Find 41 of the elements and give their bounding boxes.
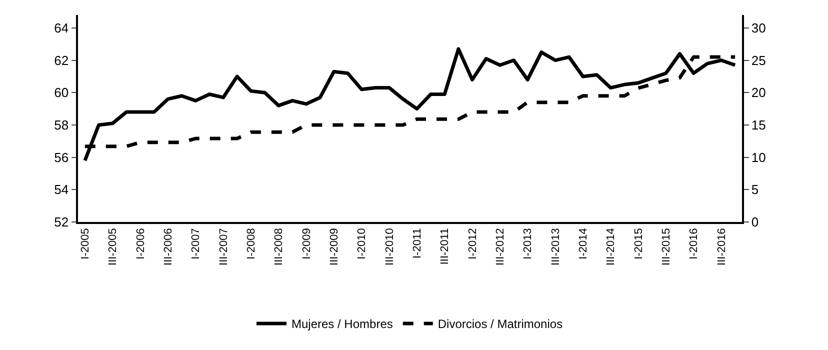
x-tick-label: III-2009	[328, 228, 340, 266]
x-tick-label: I-2015	[632, 228, 645, 260]
x-tick-label: III-2016	[716, 228, 728, 266]
x-tick-label: I-2009	[300, 228, 313, 260]
y-tick-label: 58	[54, 118, 69, 133]
x-tick-label: I-2008	[245, 228, 258, 260]
x-tick-label: I-2011	[411, 228, 424, 259]
y2-tick-label: 5	[751, 182, 759, 198]
y-tick-label: 54	[54, 182, 69, 198]
x-tick-label: I-2010	[356, 228, 368, 260]
y-tick-label: 62	[54, 52, 69, 68]
x-tick-label: III-2012	[494, 228, 506, 266]
legend-label: Mujeres / Hombres	[292, 317, 393, 332]
x-tick-label: III-2014	[605, 228, 618, 266]
y-tick-label: 52	[54, 214, 69, 230]
x-tick-label: III-2006	[162, 228, 174, 266]
y2-tick-label: 0	[751, 214, 759, 230]
y2-tick-label: 10	[751, 150, 766, 165]
y-tick-label: 60	[54, 85, 69, 100]
y2-tick-label: 25	[751, 52, 766, 68]
x-tick-label: I-2012	[466, 228, 479, 260]
y2-tick-label: 20	[751, 85, 766, 100]
legend-label: Divorcios / Matrimonios	[438, 317, 563, 332]
x-tick-label: I-2013	[522, 228, 534, 260]
x-tick-label: III-2013	[550, 228, 562, 266]
x-tick-label: III-2008	[273, 228, 286, 266]
x-tick-label: III-2005	[107, 228, 120, 266]
x-tick-label: III-2010	[384, 228, 396, 266]
line-series	[83, 47, 737, 162]
x-tick-label: I-2006	[134, 228, 147, 260]
x-tick-label: III-2011	[439, 228, 452, 265]
y-tick-label: 64	[54, 20, 69, 36]
y-tick-label: 56	[54, 150, 69, 165]
x-tick-label: III-2007	[218, 228, 230, 266]
x-tick-label: I-2014	[577, 228, 590, 260]
x-tick-label: III-2015	[660, 228, 672, 266]
x-tick-label: I-2005	[79, 228, 92, 260]
x-tick-label: I-2016	[688, 228, 700, 260]
y2-tick-label: 15	[751, 118, 766, 133]
y2-tick-label: 30	[751, 20, 766, 36]
x-tick-label: I-2007	[190, 228, 202, 260]
